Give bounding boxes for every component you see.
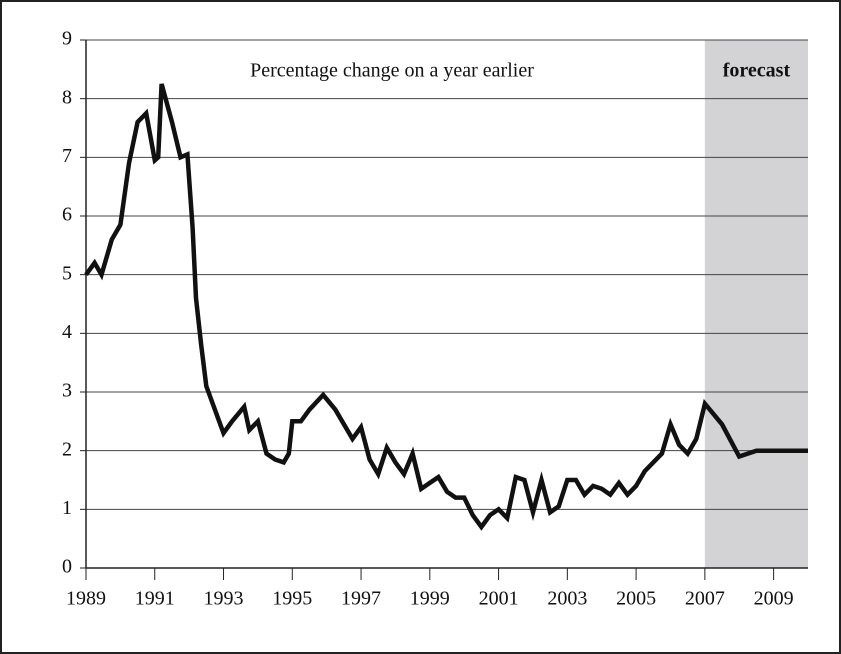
- forecast-label: forecast: [723, 60, 791, 82]
- y-tick-label: 2: [62, 438, 72, 460]
- y-tick-label: 6: [62, 204, 72, 226]
- chart-title: Percentage change on a year earlier: [250, 60, 534, 82]
- y-tick-label: 9: [62, 28, 72, 50]
- x-tick-label: 1993: [204, 588, 244, 610]
- y-tick-label: 4: [62, 321, 72, 343]
- y-tick-label: 1: [62, 497, 72, 519]
- x-tick-label: 2009: [754, 588, 794, 610]
- y-tick-label: 3: [62, 380, 72, 402]
- data-line: [84, 83, 808, 531]
- x-tick-label: 1991: [135, 588, 175, 610]
- x-tick-label: 1989: [66, 588, 106, 610]
- forecast-region: [704, 40, 808, 568]
- x-tick-label: 2001: [479, 588, 519, 610]
- x-tick-label: 1999: [410, 588, 450, 610]
- x-tick-label: 2003: [547, 588, 587, 610]
- y-tick-label: 5: [62, 262, 72, 284]
- y-tick-label: 7: [62, 145, 72, 167]
- x-tick-label: 2007: [685, 588, 725, 610]
- y-tick-label: 0: [62, 556, 72, 578]
- y-tick-label: 8: [62, 86, 72, 108]
- x-tick-label: 2005: [616, 588, 656, 610]
- x-tick-label: 1995: [272, 588, 312, 610]
- x-tick-label: 1997: [341, 588, 381, 610]
